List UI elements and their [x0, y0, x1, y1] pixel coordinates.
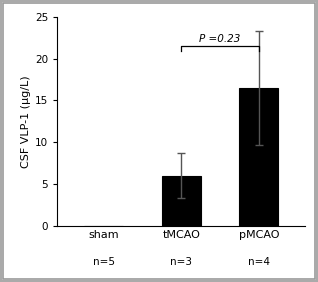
Bar: [239, 88, 278, 226]
Text: n=5: n=5: [93, 257, 115, 267]
Text: n=3: n=3: [170, 257, 192, 267]
Y-axis label: CSF VLP-1 (μg/L): CSF VLP-1 (μg/L): [21, 75, 31, 168]
Bar: [162, 175, 201, 226]
Text: P =0.23: P =0.23: [199, 34, 241, 44]
Text: n=4: n=4: [248, 257, 270, 267]
